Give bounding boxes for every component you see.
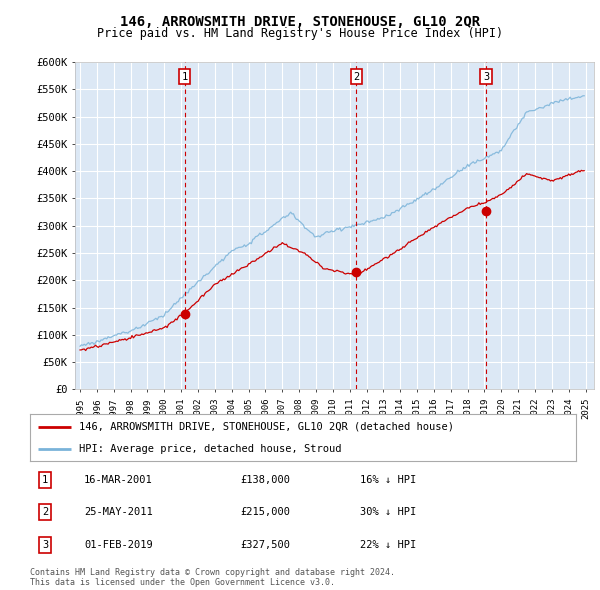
Text: 3: 3 (42, 540, 48, 550)
Text: Price paid vs. HM Land Registry's House Price Index (HPI): Price paid vs. HM Land Registry's House … (97, 27, 503, 40)
Text: 1: 1 (182, 72, 188, 81)
Text: 3: 3 (483, 72, 489, 81)
Text: HPI: Average price, detached house, Stroud: HPI: Average price, detached house, Stro… (79, 444, 341, 454)
Text: 1: 1 (42, 475, 48, 485)
Text: £138,000: £138,000 (240, 475, 290, 485)
Text: 16% ↓ HPI: 16% ↓ HPI (360, 475, 416, 485)
Text: £215,000: £215,000 (240, 507, 290, 517)
Text: Contains HM Land Registry data © Crown copyright and database right 2024.
This d: Contains HM Land Registry data © Crown c… (30, 568, 395, 587)
Text: 16-MAR-2001: 16-MAR-2001 (84, 475, 153, 485)
Text: 22% ↓ HPI: 22% ↓ HPI (360, 540, 416, 550)
Text: 146, ARROWSMITH DRIVE, STONEHOUSE, GL10 2QR (detached house): 146, ARROWSMITH DRIVE, STONEHOUSE, GL10 … (79, 422, 454, 432)
Text: 2: 2 (353, 72, 359, 81)
Text: 2: 2 (42, 507, 48, 517)
Text: 146, ARROWSMITH DRIVE, STONEHOUSE, GL10 2QR: 146, ARROWSMITH DRIVE, STONEHOUSE, GL10 … (120, 15, 480, 29)
Text: £327,500: £327,500 (240, 540, 290, 550)
Text: 30% ↓ HPI: 30% ↓ HPI (360, 507, 416, 517)
Text: 25-MAY-2011: 25-MAY-2011 (84, 507, 153, 517)
Text: 01-FEB-2019: 01-FEB-2019 (84, 540, 153, 550)
